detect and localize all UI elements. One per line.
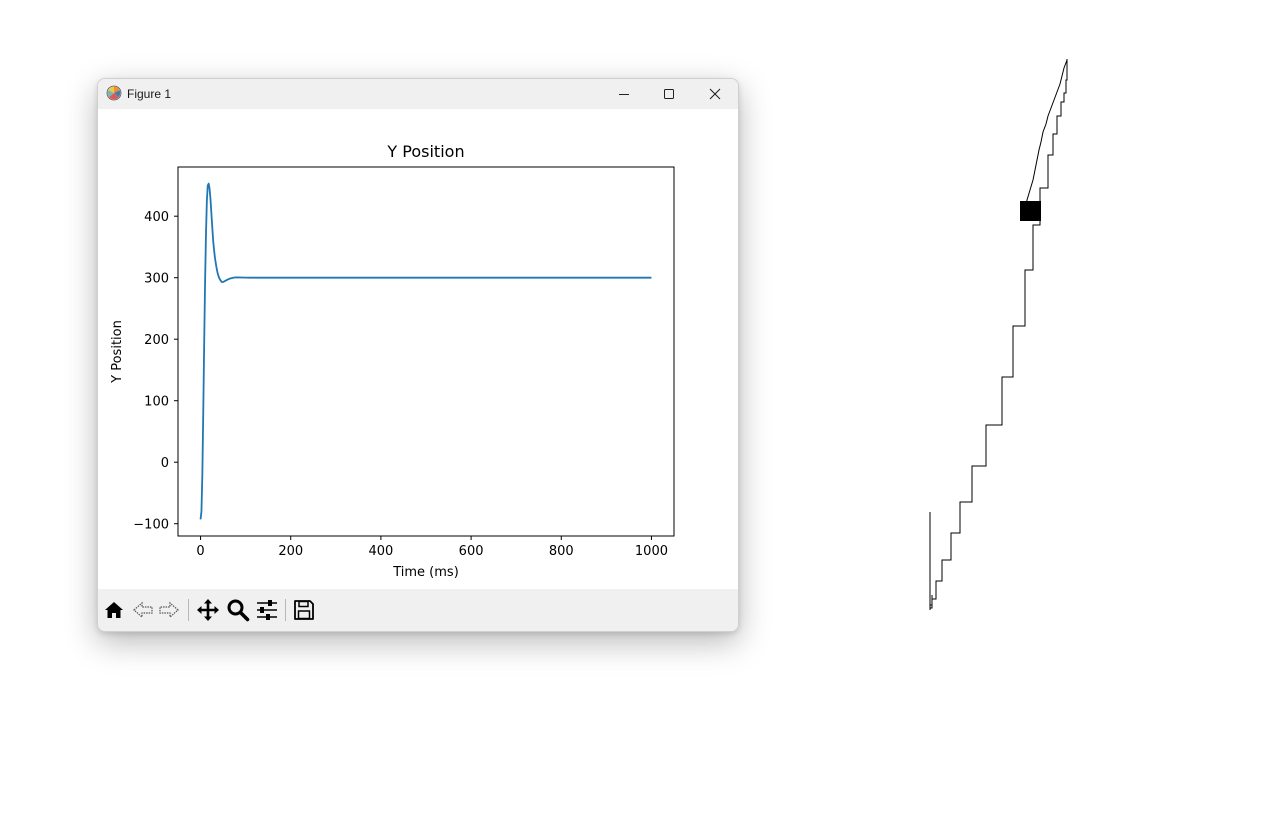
maximize-icon: [664, 89, 674, 99]
close-button[interactable]: [692, 79, 738, 109]
y-tick-label: 400: [144, 210, 169, 225]
y-tick-label: −100: [133, 518, 169, 533]
staircase-path: [929, 59, 1068, 609]
save-button[interactable]: [291, 597, 317, 623]
chart-title: Y Position: [386, 142, 464, 161]
y-axis-label: Y Position: [110, 320, 125, 384]
configure-subplots-button[interactable]: [254, 597, 280, 623]
minimize-button[interactable]: [601, 79, 647, 109]
x-tick-label: 600: [459, 544, 484, 559]
x-tick-label: 200: [278, 544, 303, 559]
home-icon: [105, 602, 123, 618]
y-tick-label: 200: [144, 333, 169, 348]
save-icon: [294, 600, 314, 620]
staircase-path-outer: [929, 59, 1068, 610]
series-line: [199, 182, 652, 520]
x-axis-label: Time (ms): [392, 565, 459, 580]
matplotlib-app-icon: [106, 85, 122, 101]
black-square-marker: [1020, 201, 1041, 221]
staircase-line-drawing: [929, 59, 1068, 610]
title-bar[interactable]: Figure 1: [98, 79, 738, 109]
close-icon: [709, 88, 721, 100]
x-tick-label: 1000: [635, 544, 668, 559]
zoom-icon: [227, 599, 250, 622]
figure-window: Figure 1 Y Position 0 200 400 600 800 1000 −100…: [97, 78, 739, 632]
navigation-toolbar: [98, 589, 738, 631]
x-tick-label: 400: [368, 544, 393, 559]
back-icon: [133, 601, 153, 619]
home-button[interactable]: [101, 597, 127, 623]
y-tick-label: 0: [161, 456, 169, 471]
x-tick-label: 800: [549, 544, 574, 559]
pan-icon: [197, 599, 219, 621]
minimize-icon: [619, 94, 629, 95]
forward-icon: [159, 601, 179, 619]
figure-canvas[interactable]: Y Position 0 200 400 600 800 1000 −100 0 100 200 30…: [98, 109, 738, 589]
forward-button[interactable]: [156, 597, 182, 623]
x-tick-label: 0: [196, 544, 204, 559]
toolbar-separator: [188, 599, 189, 621]
axes-frame: [177, 166, 675, 537]
back-button[interactable]: [130, 597, 156, 623]
toolbar-separator: [285, 599, 286, 621]
configure-subplots-icon: [257, 600, 277, 620]
y-tick-label: 100: [144, 395, 169, 410]
window-title: Figure 1: [127, 87, 172, 101]
pan-button[interactable]: [195, 597, 221, 623]
y-tick-label: 300: [144, 272, 169, 287]
zoom-button[interactable]: [225, 597, 251, 623]
line-chart: Y Position 0 200 400 600 800 1000 −100 0 100 200 30…: [110, 142, 675, 580]
maximize-button[interactable]: [646, 79, 692, 109]
